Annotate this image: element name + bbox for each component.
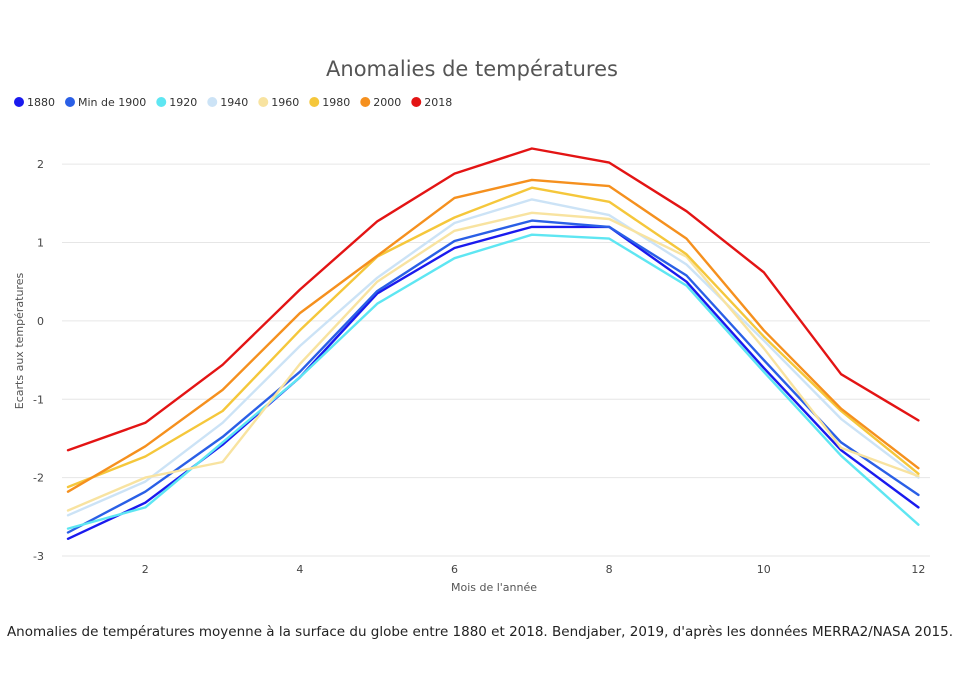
x-tick-label: 2 [142,563,149,576]
chart-series-lines [66,147,920,540]
figure-caption: Anomalies de températures moyenne à la s… [6,624,954,640]
x-axis-ticks: 2 4 6 8 10 12 [142,563,926,576]
x-tick-label: 8 [606,563,613,576]
series-line-2000 [66,178,920,493]
legend-marker [14,97,24,107]
chart-legend: 1880 Min de 1900 1920 1940 1960 1980 2000 2018 [14,96,452,109]
legend-item-label: 1920 [169,96,197,109]
x-tick-label: 12 [911,563,925,576]
legend-marker [309,97,320,107]
series-line-min-de-1900 [66,219,920,534]
legend-item-label: 2018 [424,96,452,109]
y-tick-label: -1 [33,393,44,406]
legend-marker [258,97,269,107]
series-line-1980 [66,186,920,489]
x-tick-label: 6 [451,563,458,576]
y-axis-ticks: -3 -2 -1 0 1 2 [33,158,44,563]
y-axis-label: Ecarts aux températures [13,273,26,410]
y-tick-label: 1 [37,237,44,250]
legend-item-label: 1880 [27,96,55,109]
series-line-1960 [66,211,920,512]
series-line-1940 [66,198,920,517]
line-chart: Anomalies de températures 1880 Min de 190… [13,57,930,594]
legend-item-label: 2000 [373,96,401,109]
x-axis-label: Mois de l'année [451,581,537,594]
legend-item-label: 1940 [220,96,248,109]
legend-marker [65,97,75,107]
series-line-2018 [66,147,920,452]
legend-marker [156,97,167,107]
x-tick-label: 4 [296,563,303,576]
chart-title: Anomalies de températures [326,57,618,81]
series-line-1920 [66,233,920,530]
legend-marker [360,97,371,107]
legend-item-label: 1980 [322,96,350,109]
legend-marker [411,97,422,107]
chart-grid [62,163,930,557]
y-tick-label: 2 [37,158,44,171]
y-tick-label: -3 [33,550,44,563]
y-tick-label: 0 [37,315,44,328]
legend-item-label: Min de 1900 [78,96,146,109]
legend-marker [207,97,218,107]
legend-item-label: 1960 [271,96,299,109]
x-tick-label: 10 [757,563,771,576]
y-tick-label: -2 [33,472,44,485]
